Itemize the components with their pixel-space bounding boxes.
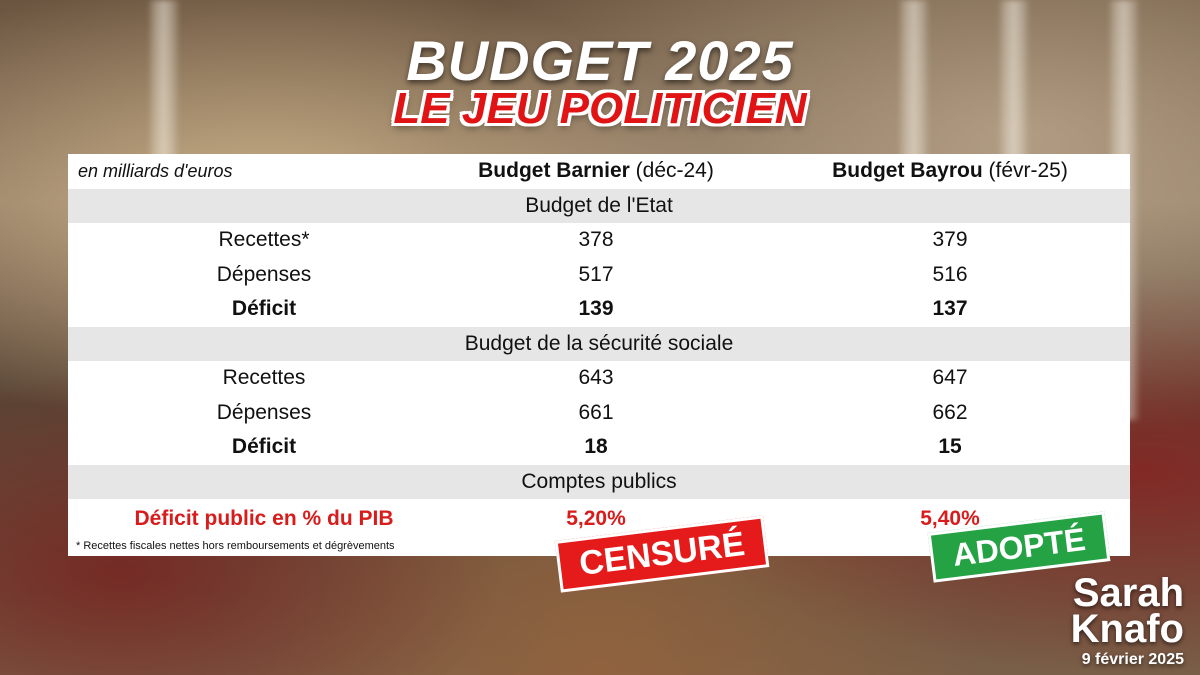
- brand-date: 9 février 2025: [1081, 651, 1184, 668]
- barnier-value: 643: [578, 366, 614, 389]
- bayrou-value: 662: [932, 400, 968, 424]
- bayrou-value: 137: [932, 297, 968, 320]
- bayrou-value: 379: [932, 228, 968, 251]
- section-header-comptes-publics: Comptes publics: [68, 464, 1130, 499]
- row-label: Déficit: [231, 435, 297, 458]
- barnier-value: 661: [578, 400, 614, 424]
- header-bayrou-name: Budget Bayrou: [832, 159, 983, 182]
- section-title: Comptes publics: [521, 469, 677, 493]
- brand-line1: Sarah: [1072, 571, 1184, 615]
- header-bayrou-date: (févr-25): [988, 159, 1068, 182]
- table-row: Déficit 139 137: [68, 292, 1130, 327]
- section-header-securite-sociale: Budget de la sécurité sociale: [68, 326, 1130, 361]
- row-label: Déficit public en % du PIB: [134, 507, 394, 530]
- barnier-value: 18: [584, 435, 608, 458]
- barnier-value: 5,20%: [566, 507, 626, 530]
- brand-signature: Sarah Knafo 9 février 2025: [1070, 571, 1184, 669]
- units-label: en milliards d'euros: [78, 161, 233, 181]
- table-row: Recettes* 378 379: [68, 223, 1130, 258]
- table-row: Déficit 18 15: [68, 430, 1130, 465]
- bayrou-value: 15: [938, 435, 962, 458]
- header-bayrou: Budget Bayrou (févr-25): [780, 154, 1120, 189]
- header-barnier-date: (déc-24): [635, 159, 714, 182]
- table-row: Dépenses 517 516: [68, 258, 1130, 293]
- row-label: Recettes: [222, 366, 306, 389]
- bayrou-value: 647: [932, 366, 968, 389]
- section-header-etat: Budget de l'Etat: [68, 188, 1130, 223]
- bayrou-value: 516: [932, 262, 968, 286]
- barnier-value: 139: [578, 297, 614, 320]
- brand-line2: Knafo: [1070, 607, 1184, 651]
- table-header-row: en milliards d'euros Budget Barnier (déc…: [68, 154, 1130, 189]
- table-row: Dépenses 661 662: [68, 396, 1130, 431]
- section-title: Budget de la sécurité sociale: [464, 331, 734, 355]
- barnier-value: 378: [578, 228, 614, 251]
- header-barnier: Budget Barnier (déc-24): [440, 154, 752, 189]
- subtitle: LE JEU POLITICIEN: [393, 84, 807, 133]
- table-row: Déficit public en % du PIB 5,20% 5,40%: [68, 502, 1130, 537]
- row-label: Dépenses: [216, 262, 312, 286]
- bayrou-value: 5,40%: [920, 507, 980, 530]
- row-label: Dépenses: [216, 400, 312, 424]
- budget-table: en milliards d'euros Budget Barnier (déc…: [68, 154, 1130, 556]
- main-title: BUDGET 2025: [406, 29, 794, 92]
- table-row: Recettes 643 647: [68, 361, 1130, 396]
- row-label: Recettes*: [218, 228, 310, 251]
- header-barnier-name: Budget Barnier: [478, 159, 630, 182]
- row-label: Déficit: [231, 297, 297, 320]
- barnier-value: 517: [578, 262, 614, 286]
- footnote: * Recettes fiscales nettes hors rembours…: [76, 540, 395, 552]
- section-title: Budget de l'Etat: [525, 193, 673, 217]
